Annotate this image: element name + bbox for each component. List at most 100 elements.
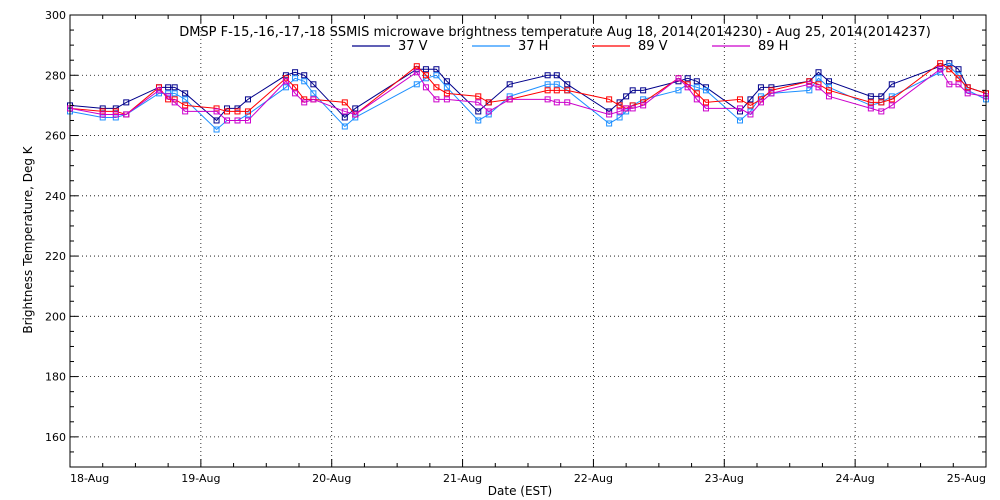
y-tick-label: 220 <box>45 250 66 263</box>
data-point <box>475 108 482 115</box>
data-point <box>553 81 560 88</box>
data-point <box>165 84 172 91</box>
data-point <box>182 90 189 97</box>
data-point <box>757 84 764 91</box>
data-point <box>112 114 119 121</box>
data-point <box>747 102 754 109</box>
data-point <box>553 72 560 79</box>
data-point <box>352 105 359 112</box>
data-point <box>443 84 450 91</box>
data-point <box>888 102 895 109</box>
data-point <box>443 90 450 97</box>
data-point <box>806 81 813 88</box>
data-point <box>244 111 251 118</box>
data-point <box>964 90 971 97</box>
data-point <box>640 87 647 94</box>
data-point <box>693 96 700 103</box>
data-point <box>282 84 289 91</box>
data-point <box>693 84 700 91</box>
axis-ticks: 160 180 200 220 240 260 280 300 18-Aug 19-Aug 20-A… <box>45 9 987 485</box>
data-point <box>815 69 822 76</box>
data-point <box>301 72 308 79</box>
data-point <box>629 87 636 94</box>
data-point <box>768 90 775 97</box>
grid <box>70 15 986 467</box>
data-point <box>310 96 317 103</box>
y-tick-label: 300 <box>45 9 66 22</box>
data-point <box>112 105 119 112</box>
data-point <box>341 123 348 130</box>
data-point <box>341 114 348 121</box>
data-point <box>955 66 962 73</box>
data-point <box>806 87 813 94</box>
data-point <box>878 99 885 106</box>
data-point <box>422 66 429 73</box>
data-point <box>234 108 241 115</box>
series-layer <box>67 60 989 133</box>
data-point <box>564 87 571 94</box>
data-point <box>485 99 492 106</box>
data-point <box>946 81 953 88</box>
y-tick-label: 240 <box>45 190 66 203</box>
legend: 37 V 37 H 89 V 89 H <box>352 39 788 54</box>
data-point <box>413 69 420 76</box>
x-tick-label: 22-Aug <box>574 472 613 485</box>
legend-item: 37 H <box>472 39 548 54</box>
data-point <box>310 81 317 88</box>
data-point <box>693 90 700 97</box>
data-point <box>341 99 348 106</box>
data-point <box>867 99 874 106</box>
data-point <box>213 108 220 115</box>
plot-frame <box>69 14 987 468</box>
data-point <box>888 81 895 88</box>
chart-title: DMSP F-15,-16,-17,-18 SSMIS microwave br… <box>179 25 931 40</box>
data-point <box>946 66 953 73</box>
data-point <box>165 93 172 100</box>
data-point <box>213 117 220 124</box>
x-tick-label: 19-Aug <box>181 472 220 485</box>
data-point <box>747 96 754 103</box>
data-point <box>629 105 636 112</box>
data-point <box>623 105 630 112</box>
data-point <box>413 81 420 88</box>
series-line <box>69 62 987 122</box>
data-point <box>171 90 178 97</box>
data-point <box>422 72 429 79</box>
data-point <box>553 87 560 94</box>
data-point <box>964 84 971 91</box>
data-point <box>937 66 944 73</box>
x-tick-label: 24-Aug <box>836 472 875 485</box>
data-point <box>234 117 241 124</box>
data-point <box>937 60 944 67</box>
data-point <box>564 99 571 106</box>
data-point <box>606 120 613 127</box>
data-point <box>825 87 832 94</box>
data-point <box>693 78 700 85</box>
data-point <box>171 84 178 91</box>
data-point <box>736 96 743 103</box>
data-point <box>244 96 251 103</box>
legend-item: 89 H <box>712 39 788 54</box>
data-point <box>292 75 299 82</box>
data-point <box>475 117 482 124</box>
data-point <box>244 108 251 115</box>
data-point <box>443 96 450 103</box>
data-point <box>422 84 429 91</box>
data-point <box>413 63 420 70</box>
series-37-v <box>67 60 989 124</box>
y-tick-label: 280 <box>45 69 66 82</box>
y-tick-label: 200 <box>45 310 66 323</box>
x-tick-label: 21-Aug <box>443 472 482 485</box>
data-point <box>155 87 162 94</box>
data-point <box>606 111 613 118</box>
data-point <box>433 96 440 103</box>
data-point <box>99 114 106 121</box>
data-point <box>213 126 220 133</box>
x-tick-label: 25-Aug <box>947 472 986 485</box>
data-point <box>171 99 178 106</box>
data-point <box>955 75 962 82</box>
data-point <box>182 108 189 115</box>
series-line <box>69 65 987 131</box>
data-point <box>224 108 231 115</box>
